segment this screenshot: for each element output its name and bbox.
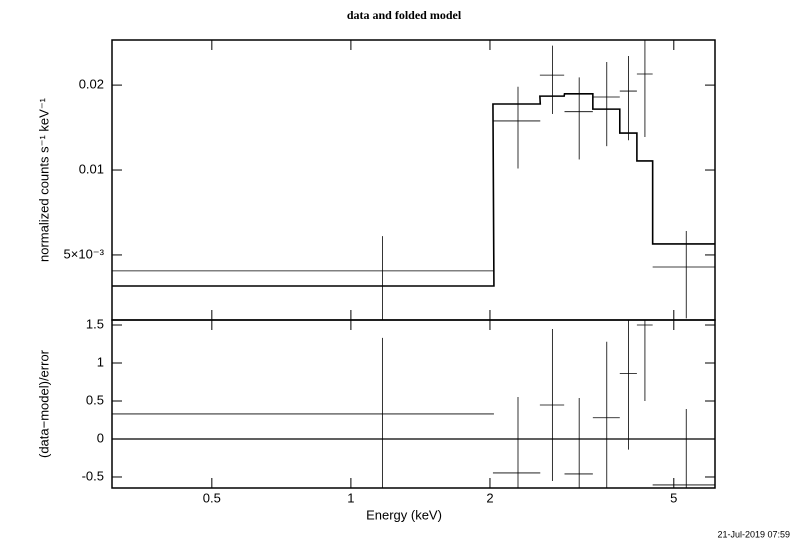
y-tick-label: 5×10⁻³ <box>64 246 105 261</box>
x-tick-label: 1 <box>347 490 354 505</box>
timestamp: 21-Jul-2019 07:59 <box>717 529 790 539</box>
y-tick-label: 1.5 <box>86 316 104 331</box>
plot-frame <box>111 39 716 321</box>
x-tick-label: 5 <box>670 490 677 505</box>
y-tick-label: 0 <box>97 430 104 445</box>
chart-title: data and folded model <box>347 8 462 22</box>
y-tick-label: -0.5 <box>82 468 104 483</box>
y-axis-label: (data−model)/error <box>36 349 51 458</box>
y-tick-label: 0.01 <box>79 161 104 176</box>
x-axis-label: Energy (keV) <box>366 507 442 522</box>
model-line <box>112 93 715 287</box>
plot-frame <box>111 319 716 489</box>
x-tick-label: 0.5 <box>203 490 221 505</box>
plot-area <box>112 40 715 320</box>
y-tick-label: 0.5 <box>86 392 104 407</box>
y-axis-label: normalized counts s⁻¹ keV⁻¹ <box>36 97 51 262</box>
y-tick-label: 0.02 <box>79 77 104 92</box>
x-tick-label: 2 <box>486 490 493 505</box>
plot-area <box>112 320 715 488</box>
y-tick-label: 1 <box>97 354 104 369</box>
